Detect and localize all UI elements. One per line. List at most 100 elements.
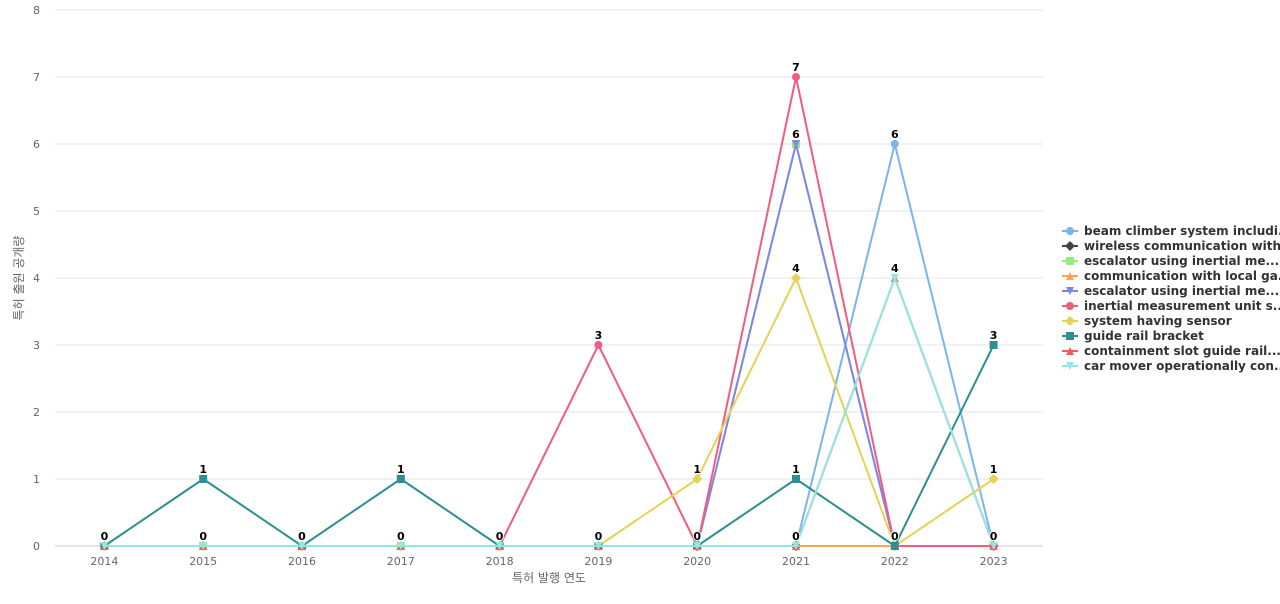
data-label: 0 bbox=[693, 530, 701, 543]
x-tick-label: 2014 bbox=[90, 555, 118, 568]
series-line bbox=[104, 76, 994, 547]
data-point[interactable] bbox=[792, 475, 800, 483]
y-axis-ticks: 0 1 2 3 4 5 6 7 8 bbox=[33, 4, 40, 553]
data-label: 6 bbox=[792, 128, 800, 141]
data-point[interactable] bbox=[100, 542, 109, 550]
y-tick-label: 8 bbox=[33, 4, 40, 17]
data-point[interactable] bbox=[890, 274, 899, 282]
legend-label: car mover operationally con... bbox=[1084, 358, 1280, 373]
legend-item[interactable]: system having sensor bbox=[1062, 313, 1280, 328]
data-labels: 0 0 1 0 0 1 0 0 3 0 1 0 1 4 6 7 0 4 6 0 1 3 bbox=[100, 60, 999, 544]
data-point[interactable] bbox=[791, 273, 801, 283]
legend-marker-icon bbox=[1062, 226, 1078, 235]
x-tick-label: 2020 bbox=[683, 555, 711, 568]
data-point[interactable] bbox=[199, 542, 208, 550]
x-tick-label: 2021 bbox=[782, 555, 810, 568]
legend-item[interactable]: car mover operationally con... bbox=[1062, 358, 1280, 373]
legend-marker-icon bbox=[1062, 301, 1078, 310]
legend: beam climber system includi... wireless c… bbox=[1062, 223, 1280, 373]
data-point[interactable] bbox=[989, 542, 998, 550]
legend-item[interactable]: inertial measurement unit s... bbox=[1062, 298, 1280, 313]
data-point[interactable] bbox=[792, 140, 800, 148]
data-label: 0 bbox=[496, 530, 504, 543]
data-point[interactable] bbox=[792, 73, 800, 81]
y-tick-label: 4 bbox=[33, 272, 40, 285]
legend-label: wireless communication with... bbox=[1084, 238, 1280, 253]
data-point[interactable] bbox=[693, 542, 702, 550]
data-point[interactable] bbox=[988, 474, 999, 484]
data-point[interactable] bbox=[594, 341, 603, 349]
legend-marker-icon bbox=[1062, 271, 1078, 280]
data-point[interactable] bbox=[890, 140, 899, 148]
legend-label: containment slot guide rail... bbox=[1084, 343, 1280, 358]
legend-marker-icon bbox=[1062, 346, 1078, 355]
y-tick-label: 2 bbox=[33, 406, 40, 419]
data-label: 4 bbox=[891, 262, 899, 275]
legend-item[interactable]: guide rail bracket bbox=[1062, 328, 1280, 343]
data-label: 7 bbox=[792, 61, 800, 74]
y-tick-label: 3 bbox=[33, 339, 40, 352]
data-label: 1 bbox=[199, 463, 207, 476]
data-point[interactable] bbox=[692, 474, 703, 484]
data-label: 0 bbox=[891, 530, 899, 543]
legend-marker-icon bbox=[1062, 286, 1078, 295]
legend-marker-icon bbox=[1062, 256, 1078, 265]
y-axis-title: 특허 출원 공개량 bbox=[12, 236, 26, 321]
data-point[interactable] bbox=[890, 542, 899, 550]
legend-label: guide rail bracket bbox=[1084, 328, 1204, 343]
legend-label: communication with local ga... bbox=[1084, 268, 1280, 283]
data-label: 0 bbox=[397, 530, 405, 543]
data-point[interactable] bbox=[495, 542, 504, 550]
data-point[interactable] bbox=[989, 341, 998, 349]
data-label: 3 bbox=[595, 329, 603, 342]
legend-marker-icon bbox=[1062, 361, 1078, 370]
legend-item[interactable]: escalator using inertial me... bbox=[1062, 253, 1280, 268]
data-label: 1 bbox=[990, 463, 998, 476]
y-tick-label: 5 bbox=[33, 205, 40, 218]
data-point[interactable] bbox=[396, 475, 405, 483]
x-tick-label: 2022 bbox=[881, 555, 909, 568]
legend-marker-icon bbox=[1062, 240, 1078, 251]
legend-label: inertial measurement unit s... bbox=[1084, 298, 1280, 313]
x-axis-ticks: 2014 2015 2016 2017 2018 2019 2020 2021 2022 2023 bbox=[90, 555, 1007, 568]
series-lines bbox=[99, 73, 999, 551]
legend-item[interactable]: communication with local ga... bbox=[1062, 268, 1280, 283]
series-line bbox=[104, 277, 995, 547]
x-tick-label: 2017 bbox=[387, 555, 415, 568]
legend-label: escalator using inertial me... bbox=[1084, 283, 1280, 298]
data-label: 0 bbox=[990, 530, 998, 543]
data-label: 1 bbox=[792, 463, 800, 476]
legend-label: beam climber system includi... bbox=[1084, 223, 1280, 238]
data-label: 0 bbox=[792, 530, 800, 543]
x-axis-title: 특허 발행 연도 bbox=[512, 570, 586, 585]
legend-marker-icon bbox=[1062, 331, 1078, 340]
data-label: 4 bbox=[792, 262, 800, 275]
series-6[interactable] bbox=[100, 73, 998, 550]
y-tick-label: 0 bbox=[33, 540, 40, 553]
data-label: 6 bbox=[891, 128, 899, 141]
data-point[interactable] bbox=[199, 475, 208, 483]
y-tick-label: 7 bbox=[33, 71, 40, 84]
data-label: 3 bbox=[990, 329, 998, 342]
legend-item[interactable]: containment slot guide rail... bbox=[1062, 343, 1280, 358]
data-point[interactable] bbox=[792, 542, 800, 550]
x-tick-label: 2018 bbox=[486, 555, 514, 568]
legend-item[interactable]: beam climber system includi... bbox=[1062, 223, 1280, 238]
y-tick-label: 1 bbox=[33, 473, 40, 486]
legend-label: system having sensor bbox=[1084, 313, 1232, 328]
x-tick-label: 2015 bbox=[189, 555, 217, 568]
data-point[interactable] bbox=[594, 542, 603, 550]
y-tick-label: 6 bbox=[33, 138, 40, 151]
data-label: 1 bbox=[693, 463, 701, 476]
legend-item[interactable]: escalator using inertial me... bbox=[1062, 283, 1280, 298]
data-label: 0 bbox=[595, 530, 603, 543]
data-point[interactable] bbox=[396, 542, 405, 550]
data-label: 1 bbox=[397, 463, 405, 476]
data-point[interactable] bbox=[298, 542, 306, 550]
series-10[interactable] bbox=[100, 274, 998, 550]
x-tick-label: 2016 bbox=[288, 555, 316, 568]
legend-label: escalator using inertial me... bbox=[1084, 253, 1280, 268]
legend-item[interactable]: wireless communication with... bbox=[1062, 238, 1280, 253]
